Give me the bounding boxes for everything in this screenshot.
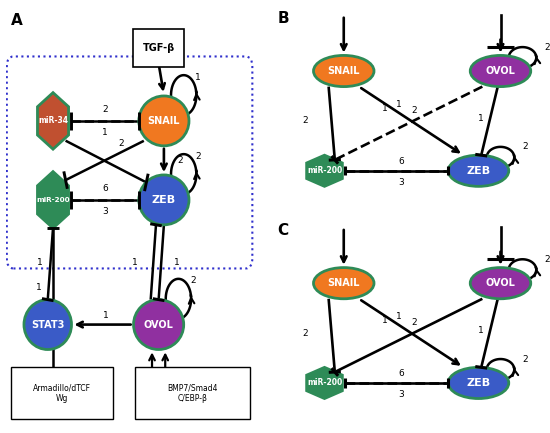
Text: 2: 2 bbox=[522, 142, 528, 152]
Polygon shape bbox=[37, 171, 69, 228]
Text: 1: 1 bbox=[103, 310, 109, 320]
Text: 1: 1 bbox=[195, 73, 201, 82]
Text: SNAIL: SNAIL bbox=[147, 116, 180, 126]
Text: 2: 2 bbox=[544, 255, 550, 264]
Ellipse shape bbox=[134, 300, 184, 349]
Text: ZEB: ZEB bbox=[466, 166, 491, 176]
Text: BMP7/Smad4
C/EBP-β: BMP7/Smad4 C/EBP-β bbox=[168, 384, 218, 403]
Text: 2: 2 bbox=[544, 42, 550, 52]
Ellipse shape bbox=[448, 155, 509, 186]
Text: 1: 1 bbox=[37, 258, 43, 267]
Text: 1: 1 bbox=[382, 104, 388, 113]
Text: 3: 3 bbox=[399, 390, 404, 399]
Text: miR-200: miR-200 bbox=[36, 197, 70, 203]
Text: 6: 6 bbox=[102, 184, 108, 193]
Polygon shape bbox=[37, 93, 69, 149]
Text: SNAIL: SNAIL bbox=[327, 278, 360, 288]
Polygon shape bbox=[307, 367, 342, 398]
Text: 2: 2 bbox=[190, 276, 196, 285]
Polygon shape bbox=[307, 155, 342, 186]
Text: 2: 2 bbox=[522, 355, 528, 364]
Text: miR-34: miR-34 bbox=[38, 116, 68, 126]
Text: miR-200: miR-200 bbox=[307, 378, 342, 388]
Ellipse shape bbox=[139, 96, 189, 146]
Ellipse shape bbox=[470, 55, 531, 87]
Ellipse shape bbox=[139, 175, 189, 225]
Text: B: B bbox=[278, 11, 289, 26]
FancyBboxPatch shape bbox=[135, 367, 250, 419]
Text: STAT3: STAT3 bbox=[31, 320, 64, 330]
Text: 3: 3 bbox=[399, 178, 404, 187]
Text: 1: 1 bbox=[382, 316, 388, 325]
Text: 2: 2 bbox=[119, 139, 124, 148]
Text: OVOL: OVOL bbox=[486, 278, 515, 288]
Text: 2: 2 bbox=[102, 105, 108, 114]
Ellipse shape bbox=[24, 300, 72, 349]
Text: C: C bbox=[278, 223, 289, 238]
Text: TGF-β: TGF-β bbox=[142, 43, 175, 53]
Text: Armadillo/dTCF
Wg: Armadillo/dTCF Wg bbox=[33, 384, 91, 403]
Text: 1: 1 bbox=[36, 283, 41, 292]
Ellipse shape bbox=[448, 367, 509, 398]
Text: ZEB: ZEB bbox=[152, 195, 176, 205]
Text: 1: 1 bbox=[132, 258, 138, 267]
Ellipse shape bbox=[314, 268, 374, 299]
Text: 1: 1 bbox=[396, 312, 402, 321]
Text: 1: 1 bbox=[396, 100, 402, 109]
Text: 2: 2 bbox=[302, 329, 308, 338]
Text: 6: 6 bbox=[399, 157, 404, 166]
FancyBboxPatch shape bbox=[133, 29, 184, 67]
FancyBboxPatch shape bbox=[12, 367, 113, 419]
Text: 2: 2 bbox=[177, 156, 183, 165]
Text: SNAIL: SNAIL bbox=[327, 66, 360, 76]
Text: 2: 2 bbox=[411, 106, 417, 115]
Text: OVOL: OVOL bbox=[144, 320, 174, 330]
Text: 6: 6 bbox=[399, 369, 404, 378]
Text: 3: 3 bbox=[102, 207, 108, 216]
Text: A: A bbox=[11, 13, 23, 28]
Ellipse shape bbox=[314, 55, 374, 87]
Text: miR-200: miR-200 bbox=[307, 166, 342, 175]
Text: 1: 1 bbox=[478, 114, 484, 123]
Text: OVOL: OVOL bbox=[486, 66, 515, 76]
Text: 2: 2 bbox=[302, 116, 308, 126]
Text: 2: 2 bbox=[195, 152, 201, 161]
Text: ZEB: ZEB bbox=[466, 378, 491, 388]
Ellipse shape bbox=[470, 268, 531, 299]
Text: 1: 1 bbox=[174, 258, 180, 267]
Text: 1: 1 bbox=[102, 128, 108, 137]
Text: 1: 1 bbox=[478, 326, 484, 336]
Text: 2: 2 bbox=[411, 318, 417, 327]
